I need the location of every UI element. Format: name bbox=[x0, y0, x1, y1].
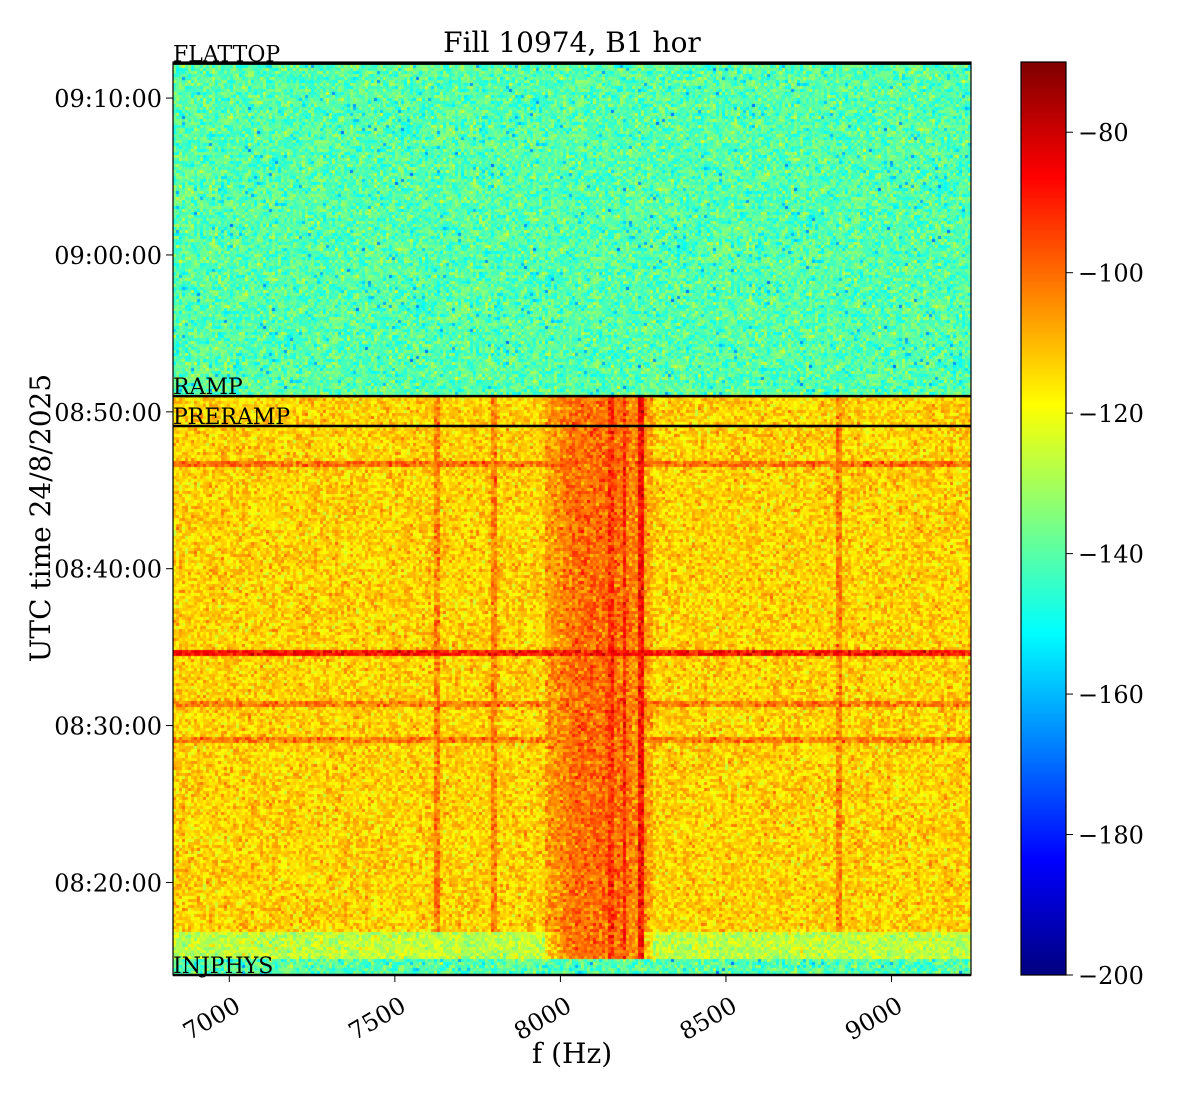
x-tick-label: 9000 bbox=[840, 991, 907, 1046]
colorbar-tick-label: −200 bbox=[1078, 962, 1144, 990]
colorbar-frame bbox=[1020, 61, 1067, 976]
colorbar-tick-label: −80 bbox=[1078, 119, 1129, 147]
phase-label-ramp: RAMP bbox=[173, 375, 243, 400]
colorbar-tick-label: −160 bbox=[1078, 681, 1144, 709]
x-tick-label: 8500 bbox=[675, 991, 742, 1046]
y-tick-label: 08:50:00 bbox=[54, 399, 162, 427]
plot-frame bbox=[172, 61, 972, 976]
y-tick-label: 08:40:00 bbox=[54, 556, 162, 584]
y-axis-ticks: 08:20:00 08:30:00 08:40:00 08:50:00 09:00:00… bbox=[54, 85, 173, 897]
chart-title: Fill 10974, B1 hor bbox=[443, 26, 701, 59]
colorbar-tick-label: −120 bbox=[1078, 400, 1144, 428]
colorbar-ticks: −80 −100 −120 −140 −160 −180 −200 bbox=[1066, 119, 1144, 990]
x-tick-label: 7000 bbox=[178, 991, 245, 1046]
phase-label-preramp: PRERAMP bbox=[173, 405, 290, 430]
y-tick-label: 09:00:00 bbox=[54, 242, 162, 270]
x-axis-ticks: 7000 7500 8000 8500 9000 bbox=[178, 975, 907, 1046]
colorbar-tick-label: −100 bbox=[1078, 260, 1144, 288]
y-tick-label: 08:20:00 bbox=[54, 869, 162, 897]
x-tick-label: 7500 bbox=[344, 991, 411, 1046]
colorbar-gradient bbox=[1021, 62, 1066, 975]
colorbar-tick-label: −140 bbox=[1078, 541, 1144, 569]
phase-label-flattop: FLATTOP bbox=[173, 43, 280, 68]
colorbar-tick-label: −180 bbox=[1078, 822, 1144, 850]
y-axis-label: UTC time 24/8/2025 bbox=[24, 374, 57, 662]
y-tick-label: 08:30:00 bbox=[54, 713, 162, 741]
x-axis-label: f (Hz) bbox=[532, 1037, 612, 1070]
y-tick-label: 09:10:00 bbox=[54, 85, 162, 113]
spectrogram-heatmap bbox=[173, 62, 971, 975]
